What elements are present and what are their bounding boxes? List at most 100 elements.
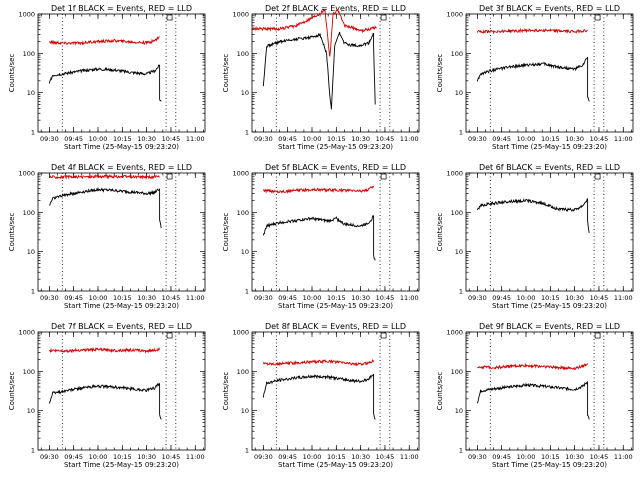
events-series-line (476, 56, 590, 102)
x-tick-label: 09:45 (64, 135, 83, 143)
x-tick-label: 09:45 (278, 135, 297, 143)
y-axis-label: Counts/sec (8, 54, 16, 93)
y-tick-label: 100 (451, 209, 463, 217)
x-tick-label: 10:15 (113, 453, 132, 461)
x-tick-label: 10:15 (327, 453, 346, 461)
y-axis-label: Counts/sec (436, 54, 444, 93)
plot-frame (37, 13, 206, 133)
lld-series-line (48, 36, 160, 46)
y-axis-label: Counts/sec (436, 213, 444, 252)
y-axis-label: Counts/sec (222, 213, 230, 252)
events-series-line (262, 373, 376, 420)
x-tick-label: 10:45 (590, 294, 609, 302)
x-tick-label: 10:15 (113, 294, 132, 302)
x-tick-label: 10:15 (541, 294, 560, 302)
x-tick-label: 10:00 (89, 135, 108, 143)
y-tick-label: 1 (459, 288, 463, 296)
x-tick-label: 10:00 (303, 294, 322, 302)
interval-marker (380, 14, 387, 21)
events-series-line (476, 198, 590, 233)
plot-frame (251, 331, 420, 451)
panel-8: Det 8f BLACK = Events, RED = LLD 1 10 100 10… (222, 322, 420, 469)
plot-frame (465, 13, 634, 133)
y-tick-label: 100 (237, 368, 249, 376)
events-series-line (48, 382, 162, 420)
panel-1: Det 1f BLACK = Events, RED = LLD 1 10 100 10… (8, 4, 206, 151)
events-series-line (48, 64, 162, 102)
lld-series-line (251, 8, 377, 57)
x-tick-label: 09:30 (40, 453, 59, 461)
y-tick-label: 1000 (18, 329, 35, 337)
plot-frame (465, 331, 634, 451)
x-tick-label: 09:30 (254, 294, 273, 302)
interval-marker (166, 332, 173, 339)
events-series-line (49, 186, 162, 229)
x-axis-label: Start Time (25-May-15 09:23:20) (64, 302, 179, 310)
x-tick-label: 11:00 (614, 135, 633, 143)
panel-title: Det 7f BLACK = Events, RED = LLD (51, 322, 192, 331)
x-tick-label: 10:45 (376, 294, 395, 302)
y-tick-label: 1000 (232, 170, 249, 178)
lld-series-line (49, 346, 161, 354)
y-tick-label: 10 (241, 248, 249, 256)
y-axis-label: Counts/sec (222, 372, 230, 411)
panel-9: Det 9f BLACK = Events, RED = LLD 1 10 100 10… (436, 322, 634, 469)
interval-marker (380, 173, 387, 180)
y-tick-label: 1 (459, 129, 463, 137)
x-tick-label: 09:45 (492, 453, 511, 461)
panel-title: Det 1f BLACK = Events, RED = LLD (51, 4, 192, 13)
y-tick-label: 1000 (18, 170, 35, 178)
x-tick-label: 10:45 (376, 453, 395, 461)
x-axis-label: Start Time (25-May-15 09:23:20) (492, 302, 607, 310)
y-tick-label: 100 (237, 209, 249, 217)
panel-title: Det 8f BLACK = Events, RED = LLD (265, 322, 406, 331)
y-tick-label: 10 (455, 248, 463, 256)
x-tick-label: 10:00 (89, 294, 108, 302)
x-tick-label: 10:15 (327, 135, 346, 143)
x-tick-label: 09:30 (468, 135, 487, 143)
x-tick-label: 09:45 (278, 294, 297, 302)
interval-marker (380, 332, 387, 339)
y-axis-label: Counts/sec (222, 54, 230, 93)
y-tick-label: 1 (459, 447, 463, 455)
y-tick-label: 100 (237, 50, 249, 58)
events-series-line (262, 214, 376, 261)
x-tick-label: 10:15 (541, 453, 560, 461)
x-tick-label: 10:00 (303, 453, 322, 461)
x-tick-label: 10:00 (517, 453, 536, 461)
x-tick-label: 10:00 (517, 294, 536, 302)
x-axis-label: Start Time (25-May-15 09:23:20) (278, 302, 393, 310)
x-axis-label: Start Time (25-May-15 09:23:20) (492, 461, 607, 469)
x-tick-label: 10:30 (565, 453, 584, 461)
x-tick-label: 10:15 (113, 135, 132, 143)
x-axis-label: Start Time (25-May-15 09:23:20) (278, 461, 393, 469)
x-tick-label: 10:30 (137, 294, 156, 302)
interval-marker (594, 332, 601, 339)
panel-title: Det 5f BLACK = Events, RED = LLD (265, 163, 406, 172)
x-tick-label: 09:45 (492, 294, 511, 302)
x-tick-label: 09:45 (64, 294, 83, 302)
x-tick-label: 10:45 (376, 135, 395, 143)
panel-5: Det 5f BLACK = Events, RED = LLD 1 10 100 10… (222, 163, 420, 310)
x-tick-label: 09:30 (254, 453, 273, 461)
x-tick-label: 11:00 (400, 453, 419, 461)
x-tick-label: 09:30 (468, 453, 487, 461)
interval-marker (594, 14, 601, 21)
y-tick-label: 10 (27, 407, 35, 415)
y-tick-label: 1 (245, 447, 249, 455)
x-tick-label: 11:00 (614, 453, 633, 461)
x-tick-label: 10:30 (351, 453, 370, 461)
panel-title: Det 2f BLACK = Events, RED = LLD (265, 4, 406, 13)
x-tick-label: 09:45 (64, 453, 83, 461)
events-series-line (262, 31, 376, 110)
plot-frame (37, 172, 206, 292)
plot-frame (251, 13, 420, 133)
x-tick-label: 10:45 (162, 294, 181, 302)
x-tick-label: 11:00 (400, 294, 419, 302)
x-tick-label: 11:00 (186, 135, 205, 143)
x-tick-label: 10:45 (590, 453, 609, 461)
x-tick-label: 09:30 (40, 294, 59, 302)
x-tick-label: 10:15 (327, 294, 346, 302)
panel-6: Det 6f BLACK = Events, RED = LLD 1 10 100 10… (436, 163, 634, 310)
lld-series-line (49, 173, 160, 181)
